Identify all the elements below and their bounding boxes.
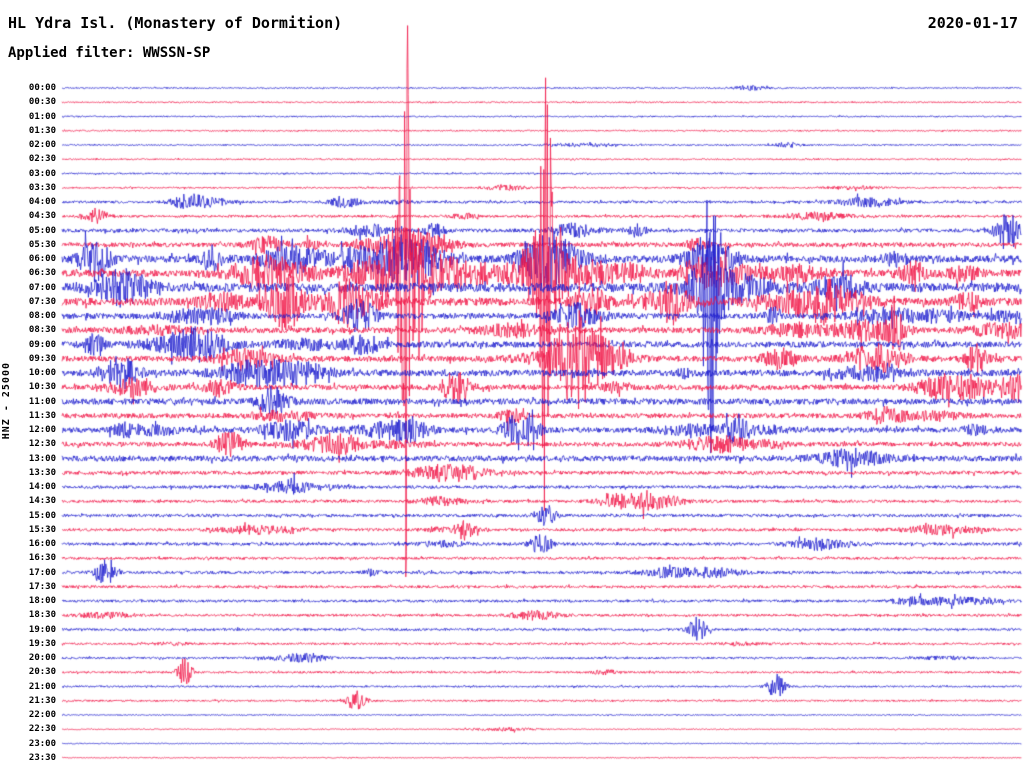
- time-label: 15:30: [28, 524, 56, 535]
- time-label: 05:30: [28, 239, 56, 250]
- time-label: 11:00: [28, 396, 56, 407]
- time-label: 06:00: [28, 254, 56, 264]
- time-label: 21:00: [28, 681, 56, 692]
- time-label: 15:00: [28, 510, 56, 521]
- time-label: 02:30: [28, 154, 56, 165]
- time-label: 23:30: [28, 752, 56, 763]
- time-label: 07:00: [28, 282, 56, 293]
- time-label: 17:00: [28, 567, 56, 578]
- time-label: 05:00: [28, 225, 56, 236]
- time-label: 12:30: [28, 439, 56, 450]
- time-label: 00:30: [28, 97, 56, 108]
- time-label: 03:30: [28, 182, 56, 193]
- time-label: 22:00: [28, 710, 56, 720]
- time-label: 12:00: [28, 425, 56, 435]
- time-label: 21:30: [28, 695, 56, 706]
- time-label: 08:00: [28, 311, 56, 321]
- time-label: 10:30: [28, 382, 56, 393]
- time-label: 23:00: [28, 738, 56, 749]
- time-label: 03:00: [28, 168, 56, 179]
- time-label: 08:30: [28, 325, 56, 336]
- time-label: 06:30: [28, 268, 56, 279]
- time-label: 00:00: [28, 83, 56, 93]
- time-label: 17:30: [28, 581, 56, 592]
- time-label: 19:00: [28, 624, 56, 635]
- time-label: 19:30: [28, 638, 56, 649]
- time-label: 20:30: [28, 667, 56, 678]
- time-label: 13:30: [28, 467, 56, 478]
- time-label: 22:30: [28, 724, 56, 735]
- time-label: 10:00: [28, 368, 56, 378]
- time-label: 14:00: [28, 482, 56, 492]
- time-label: 02:00: [28, 140, 56, 150]
- time-label: 09:30: [28, 353, 56, 364]
- applied-filter-label: Applied filter: WWSSN-SP: [8, 45, 211, 61]
- time-label: 20:00: [28, 653, 56, 663]
- time-label: 11:30: [28, 410, 56, 421]
- time-label: 04:00: [28, 197, 56, 207]
- record-date: 2020-01-17: [927, 14, 1018, 32]
- time-label: 09:00: [28, 339, 56, 350]
- time-label: 18:00: [28, 596, 56, 606]
- time-label: 01:30: [28, 125, 56, 136]
- time-label: 01:00: [28, 111, 56, 122]
- time-label: 14:30: [28, 496, 56, 507]
- time-label: 16:30: [28, 553, 56, 564]
- station-title: HL Ydra Isl. (Monastery of Dormition): [8, 14, 343, 32]
- time-label: 04:30: [28, 211, 56, 222]
- time-label: 18:30: [28, 610, 56, 621]
- time-label: 16:00: [28, 539, 56, 549]
- time-label: 13:00: [28, 453, 56, 464]
- time-label: 07:30: [28, 296, 56, 307]
